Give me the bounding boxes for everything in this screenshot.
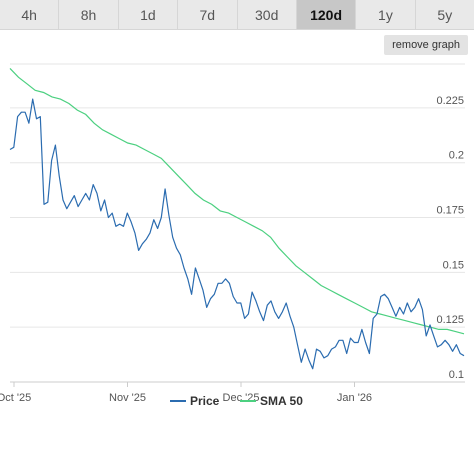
y-tick-label: 0.225 [436,95,464,107]
y-tick-label: 0.2 [449,150,464,162]
y-tick-label: 0.1 [449,369,464,381]
tab-7d[interactable]: 7d [178,0,238,29]
timeframe-tabs: 4h 8h 1d 7d 30d 120d 1y 5y [0,0,474,30]
remove-graph-button[interactable]: remove graph [384,35,468,55]
tab-8h[interactable]: 8h [59,0,119,29]
tab-30d[interactable]: 30d [238,0,297,29]
x-tick-label: Dec '25 [223,392,260,404]
y-tick-label: 0.15 [443,259,464,271]
price-line [9,98,465,370]
chart-grid [10,63,465,383]
sma-50-line [9,67,465,335]
x-axis-ticks: Oct '25 Nov '25 Dec '25 Jan '26 [0,382,372,404]
tab-5y[interactable]: 5y [437,6,453,23]
y-tick-label: 0.125 [436,314,464,326]
legend-price-label[interactable]: Price [190,394,220,408]
y-tick-label: 0.175 [436,205,464,217]
tab-4h[interactable]: 4h [0,0,60,29]
x-tick-label: Oct '25 [0,392,31,404]
chart-legend: Price SMA 50 [170,394,303,408]
tab-120d[interactable]: 120d [296,0,357,29]
legend-sma-label[interactable]: SMA 50 [260,394,303,408]
chart-series [9,67,465,370]
tab-1y[interactable]: 1y [356,0,416,29]
x-tick-label: Nov '25 [109,392,146,404]
tab-1d[interactable]: 1d [119,0,179,29]
x-tick-label: Jan '26 [337,392,372,404]
y-axis-ticks: 0.1 0.125 0.15 0.175 0.2 0.225 [436,95,464,381]
